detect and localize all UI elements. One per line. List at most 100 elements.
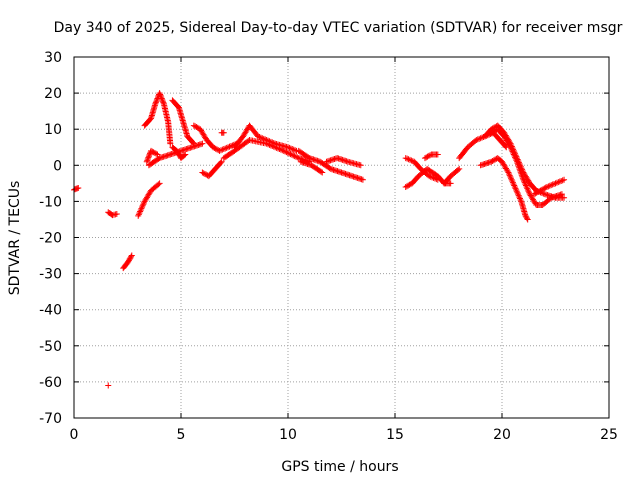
data-point [283, 149, 290, 156]
data-point [167, 140, 174, 147]
data-point [429, 174, 436, 181]
data-point [513, 186, 520, 193]
data-point [447, 180, 454, 187]
data-point [280, 147, 287, 154]
data-point [541, 185, 548, 192]
data-point [154, 151, 161, 158]
data-point [135, 211, 142, 218]
data-point [288, 151, 295, 158]
data-point [156, 180, 163, 187]
data-point [137, 207, 144, 214]
data-point [408, 157, 415, 164]
x-tick-label: 10 [279, 427, 297, 443]
data-point [403, 183, 410, 190]
data-point [510, 181, 517, 188]
data-point [292, 147, 299, 154]
data-point [153, 150, 160, 157]
data-point [75, 185, 82, 192]
data-point [199, 169, 206, 176]
data-point [524, 185, 531, 192]
data-point [319, 169, 326, 176]
data-point [556, 178, 563, 185]
data-point [520, 176, 527, 183]
data-point [489, 157, 496, 164]
data-point [210, 144, 217, 151]
data-point [145, 153, 152, 160]
data-point [509, 179, 516, 186]
x-tick-label: 15 [386, 427, 404, 443]
data-point [507, 175, 514, 182]
data-point [512, 185, 519, 192]
data-point [193, 124, 200, 131]
data-point [477, 135, 484, 142]
data-point [545, 183, 552, 190]
data-point [155, 181, 162, 188]
data-point [158, 94, 165, 101]
y-tick-label: -20 [39, 231, 62, 247]
data-point [140, 201, 147, 208]
data-point [201, 170, 208, 177]
data-point [512, 155, 519, 162]
data-point [157, 91, 164, 98]
data-point [426, 173, 433, 180]
data-point [148, 147, 155, 154]
data-point [474, 136, 481, 143]
data-point [267, 142, 274, 149]
data-point [559, 177, 566, 184]
y-tick-label: -30 [39, 267, 62, 283]
data-point [286, 150, 293, 157]
data-point [225, 144, 232, 151]
data-point [270, 143, 277, 150]
data-point [546, 195, 553, 202]
data-point [511, 183, 518, 190]
data-point [128, 253, 135, 260]
data-point [522, 182, 529, 189]
data-point [516, 195, 523, 202]
data-point [510, 150, 517, 157]
data-point [433, 176, 440, 183]
data-point [479, 134, 486, 141]
data-point [149, 148, 156, 155]
y-tick-label: 20 [44, 86, 62, 102]
data-point [222, 145, 229, 152]
data-point [521, 179, 528, 186]
data-point [508, 147, 515, 154]
data-points [71, 90, 568, 389]
data-point [524, 186, 531, 193]
data-point [357, 162, 364, 169]
data-point [507, 144, 514, 151]
data-point [561, 176, 568, 183]
data-point [213, 146, 220, 153]
data-point [158, 95, 165, 102]
data-point [139, 204, 146, 211]
data-point [139, 202, 146, 209]
data-point [192, 123, 199, 130]
data-point [522, 181, 529, 188]
data-point [402, 183, 409, 190]
data-point [537, 187, 544, 194]
data-point [273, 144, 280, 151]
data-point [279, 147, 286, 154]
data-point [136, 209, 143, 216]
data-point [402, 155, 409, 162]
data-point [504, 168, 511, 175]
data-point [514, 189, 521, 196]
data-point [454, 166, 461, 173]
data-point [511, 182, 518, 189]
data-point [473, 137, 480, 144]
data-point [157, 92, 164, 99]
data-point [284, 149, 291, 156]
data-point [523, 183, 530, 190]
data-point [128, 252, 135, 259]
data-point [507, 173, 514, 180]
data-point [256, 134, 263, 141]
data-point [266, 141, 273, 148]
plot-frame [73, 56, 610, 419]
data-point [153, 98, 160, 105]
data-point [406, 181, 413, 188]
data-point [190, 122, 197, 129]
data-point [216, 147, 223, 154]
x-axis-label: GPS time / hours [281, 459, 398, 475]
data-point [217, 147, 224, 154]
data-point [294, 154, 301, 161]
